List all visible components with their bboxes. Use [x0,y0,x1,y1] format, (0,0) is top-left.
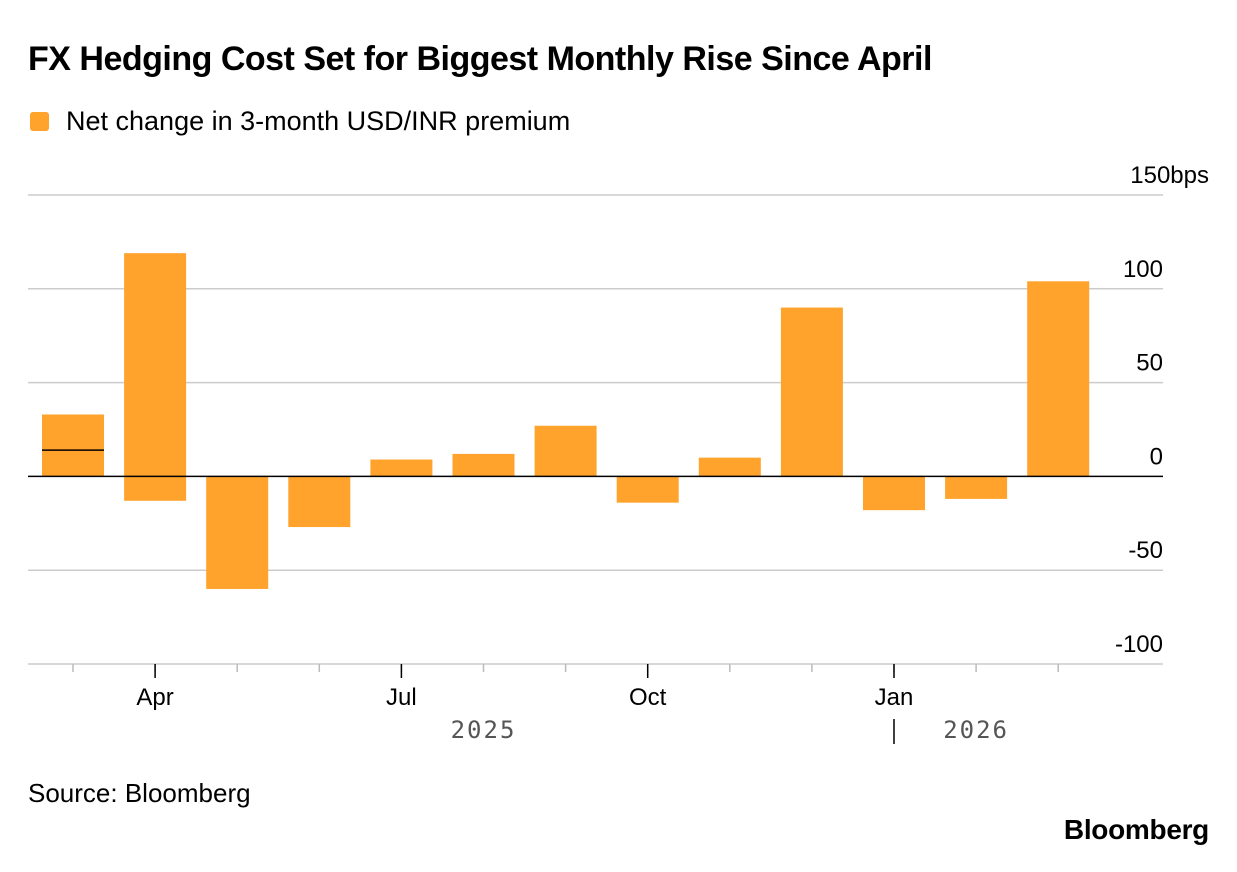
bar [534,425,597,477]
bar [863,476,925,511]
legend-swatch [30,112,49,131]
bar [1027,281,1090,477]
y-tick-label: 150bps [1130,162,1209,189]
bloomberg-logo: Bloomberg [1063,814,1209,845]
bar [370,459,433,477]
year-label: 2025 [451,716,517,744]
bar [616,476,679,503]
x-tick-label: Jan [875,684,914,711]
x-tick-label: Jul [386,684,417,711]
bar [945,476,1008,499]
bar [780,307,843,477]
x-tick-label: Oct [629,684,667,711]
legend: Net change in 3-month USD/INR premium [30,106,570,137]
y-tick-label: 50 [1136,350,1163,377]
source-note: Source: Bloomberg [28,778,251,808]
legend-label: Net change in 3-month USD/INR premium [66,106,571,136]
y-tick-label: -50 [1128,537,1163,564]
x-tick-label: Apr [136,684,173,711]
year-label: 2026 [943,716,1009,744]
bar [42,414,104,477]
chart-title: FX Hedging Cost Set for Biggest Monthly … [28,40,932,78]
y-tick-label: 100 [1123,256,1163,283]
bar [206,476,269,589]
y-tick-label: 0 [1150,443,1163,470]
bar [288,476,351,528]
bar [698,457,761,477]
bar [124,253,187,501]
y-tick-label: -100 [1115,631,1163,658]
bar [452,453,515,477]
